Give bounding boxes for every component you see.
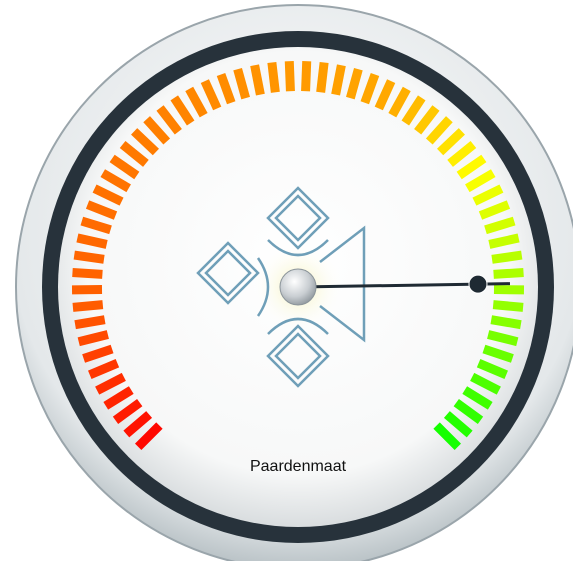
scale-segment xyxy=(491,250,523,264)
scale-segment xyxy=(472,184,504,206)
scale-segment xyxy=(92,184,124,206)
scale-segment xyxy=(80,216,112,235)
scale-segment xyxy=(493,267,524,279)
scale-segment xyxy=(301,60,312,92)
scale xyxy=(71,60,525,450)
scale-segment xyxy=(73,250,105,264)
scale-segment xyxy=(462,386,493,410)
scale-segment xyxy=(447,140,477,167)
scale-segment xyxy=(374,79,396,111)
scale-segment xyxy=(76,233,108,249)
scale-segment xyxy=(85,200,118,220)
scale-segment xyxy=(388,86,411,118)
scale-segment xyxy=(433,422,461,450)
scale-segment xyxy=(250,64,265,96)
scale-segment xyxy=(82,344,114,363)
scale-segment xyxy=(88,359,120,379)
scale-segment xyxy=(284,60,295,92)
scale-segment xyxy=(119,140,149,167)
scale-segment xyxy=(316,61,329,93)
scale-segment xyxy=(492,300,524,312)
scale-segment xyxy=(465,169,496,193)
scale-segment xyxy=(437,128,465,156)
scale-segment xyxy=(123,411,153,438)
scale-segment xyxy=(170,95,195,126)
scale-segment xyxy=(482,344,514,363)
scale-segment xyxy=(72,267,103,279)
scale-segment xyxy=(414,105,440,135)
scale-segment xyxy=(346,68,363,100)
scale-segment xyxy=(478,200,511,220)
scale-segment xyxy=(490,315,522,330)
scale-segment xyxy=(488,233,520,249)
scale-segment xyxy=(484,216,516,235)
logo xyxy=(196,186,366,388)
scale-segment xyxy=(487,330,519,347)
scale-segment xyxy=(95,372,126,395)
scale-segment xyxy=(233,68,250,100)
scale-segment xyxy=(401,95,426,126)
scale-segment xyxy=(143,116,171,145)
scale-segment xyxy=(453,398,484,424)
scale-segment xyxy=(443,411,473,438)
scale-segment xyxy=(131,128,159,156)
scale-segment xyxy=(103,386,134,410)
scale-segment xyxy=(74,315,106,330)
needle-hub xyxy=(279,268,317,306)
scale-segment xyxy=(456,154,487,180)
scale-segment xyxy=(360,72,380,105)
scale-segment xyxy=(109,154,140,180)
scale-segment xyxy=(156,105,182,135)
scale-segment xyxy=(72,300,104,312)
scale-segment xyxy=(331,64,346,96)
scale-segment xyxy=(425,116,453,145)
scale-segment xyxy=(135,422,163,450)
scale-segment xyxy=(77,330,109,347)
scale-segment xyxy=(216,72,236,105)
scale-segment xyxy=(470,372,501,395)
scale-segment xyxy=(200,79,222,111)
scale-segment xyxy=(100,169,131,193)
scale-segment xyxy=(267,61,280,93)
scale-segment xyxy=(185,86,208,118)
gauge-title: Paardenmaat xyxy=(250,458,347,475)
scale-segment xyxy=(476,359,508,379)
needle-knob xyxy=(468,274,488,294)
scale-segment xyxy=(112,398,143,424)
